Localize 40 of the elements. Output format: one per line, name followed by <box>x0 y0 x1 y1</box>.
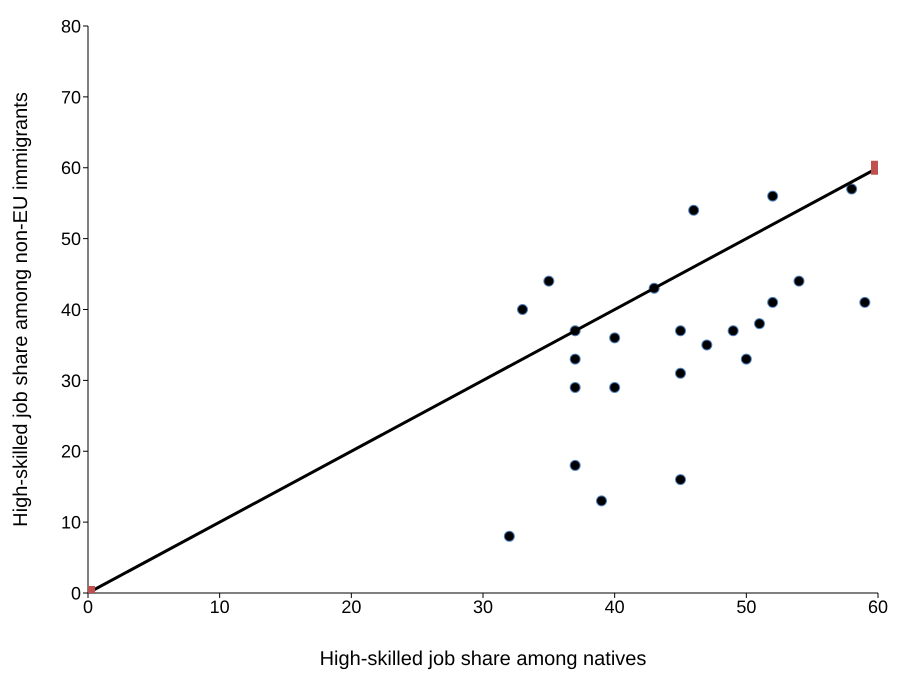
point <box>701 339 712 350</box>
point <box>754 318 765 330</box>
y-tick-label: 30 <box>60 370 81 391</box>
y-tick-label: 40 <box>60 300 81 320</box>
x-tick-label: 50 <box>736 596 756 617</box>
y-tick-label: 80 <box>60 16 81 36</box>
point <box>794 276 804 287</box>
x-tick-label: 20 <box>341 596 362 617</box>
y-tick-label: 50 <box>60 229 81 250</box>
point <box>609 332 620 344</box>
point <box>767 296 778 308</box>
y-tick-label: 60 <box>60 158 81 178</box>
point <box>517 304 528 315</box>
point <box>740 354 752 365</box>
point <box>767 190 778 202</box>
x-tick-label: 30 <box>472 596 494 617</box>
x-tick-label: 40 <box>604 596 625 617</box>
x-tick-label: 0 <box>82 596 94 617</box>
point <box>846 184 858 195</box>
point <box>609 382 620 393</box>
x-tick-label: 10 <box>210 596 230 617</box>
x-axis-title: High-skilled job share among natives <box>320 648 646 670</box>
point <box>688 204 700 216</box>
y-tick-label: 0 <box>70 583 81 604</box>
point <box>543 276 554 287</box>
point <box>675 325 686 336</box>
y-tick-label: 20 <box>60 442 81 462</box>
point <box>728 325 739 336</box>
point <box>675 368 686 379</box>
point <box>675 474 686 486</box>
point <box>596 495 607 506</box>
point <box>570 460 581 471</box>
y-tick-label: 10 <box>60 512 81 533</box>
point <box>570 354 581 365</box>
y-axis-title: High-skilled job share among non-EU immigrants <box>10 92 32 527</box>
point <box>504 530 515 542</box>
x-tick-label: 60 <box>868 596 888 617</box>
point <box>859 296 870 308</box>
point <box>570 382 581 393</box>
y-tick-label: 70 <box>60 87 81 108</box>
